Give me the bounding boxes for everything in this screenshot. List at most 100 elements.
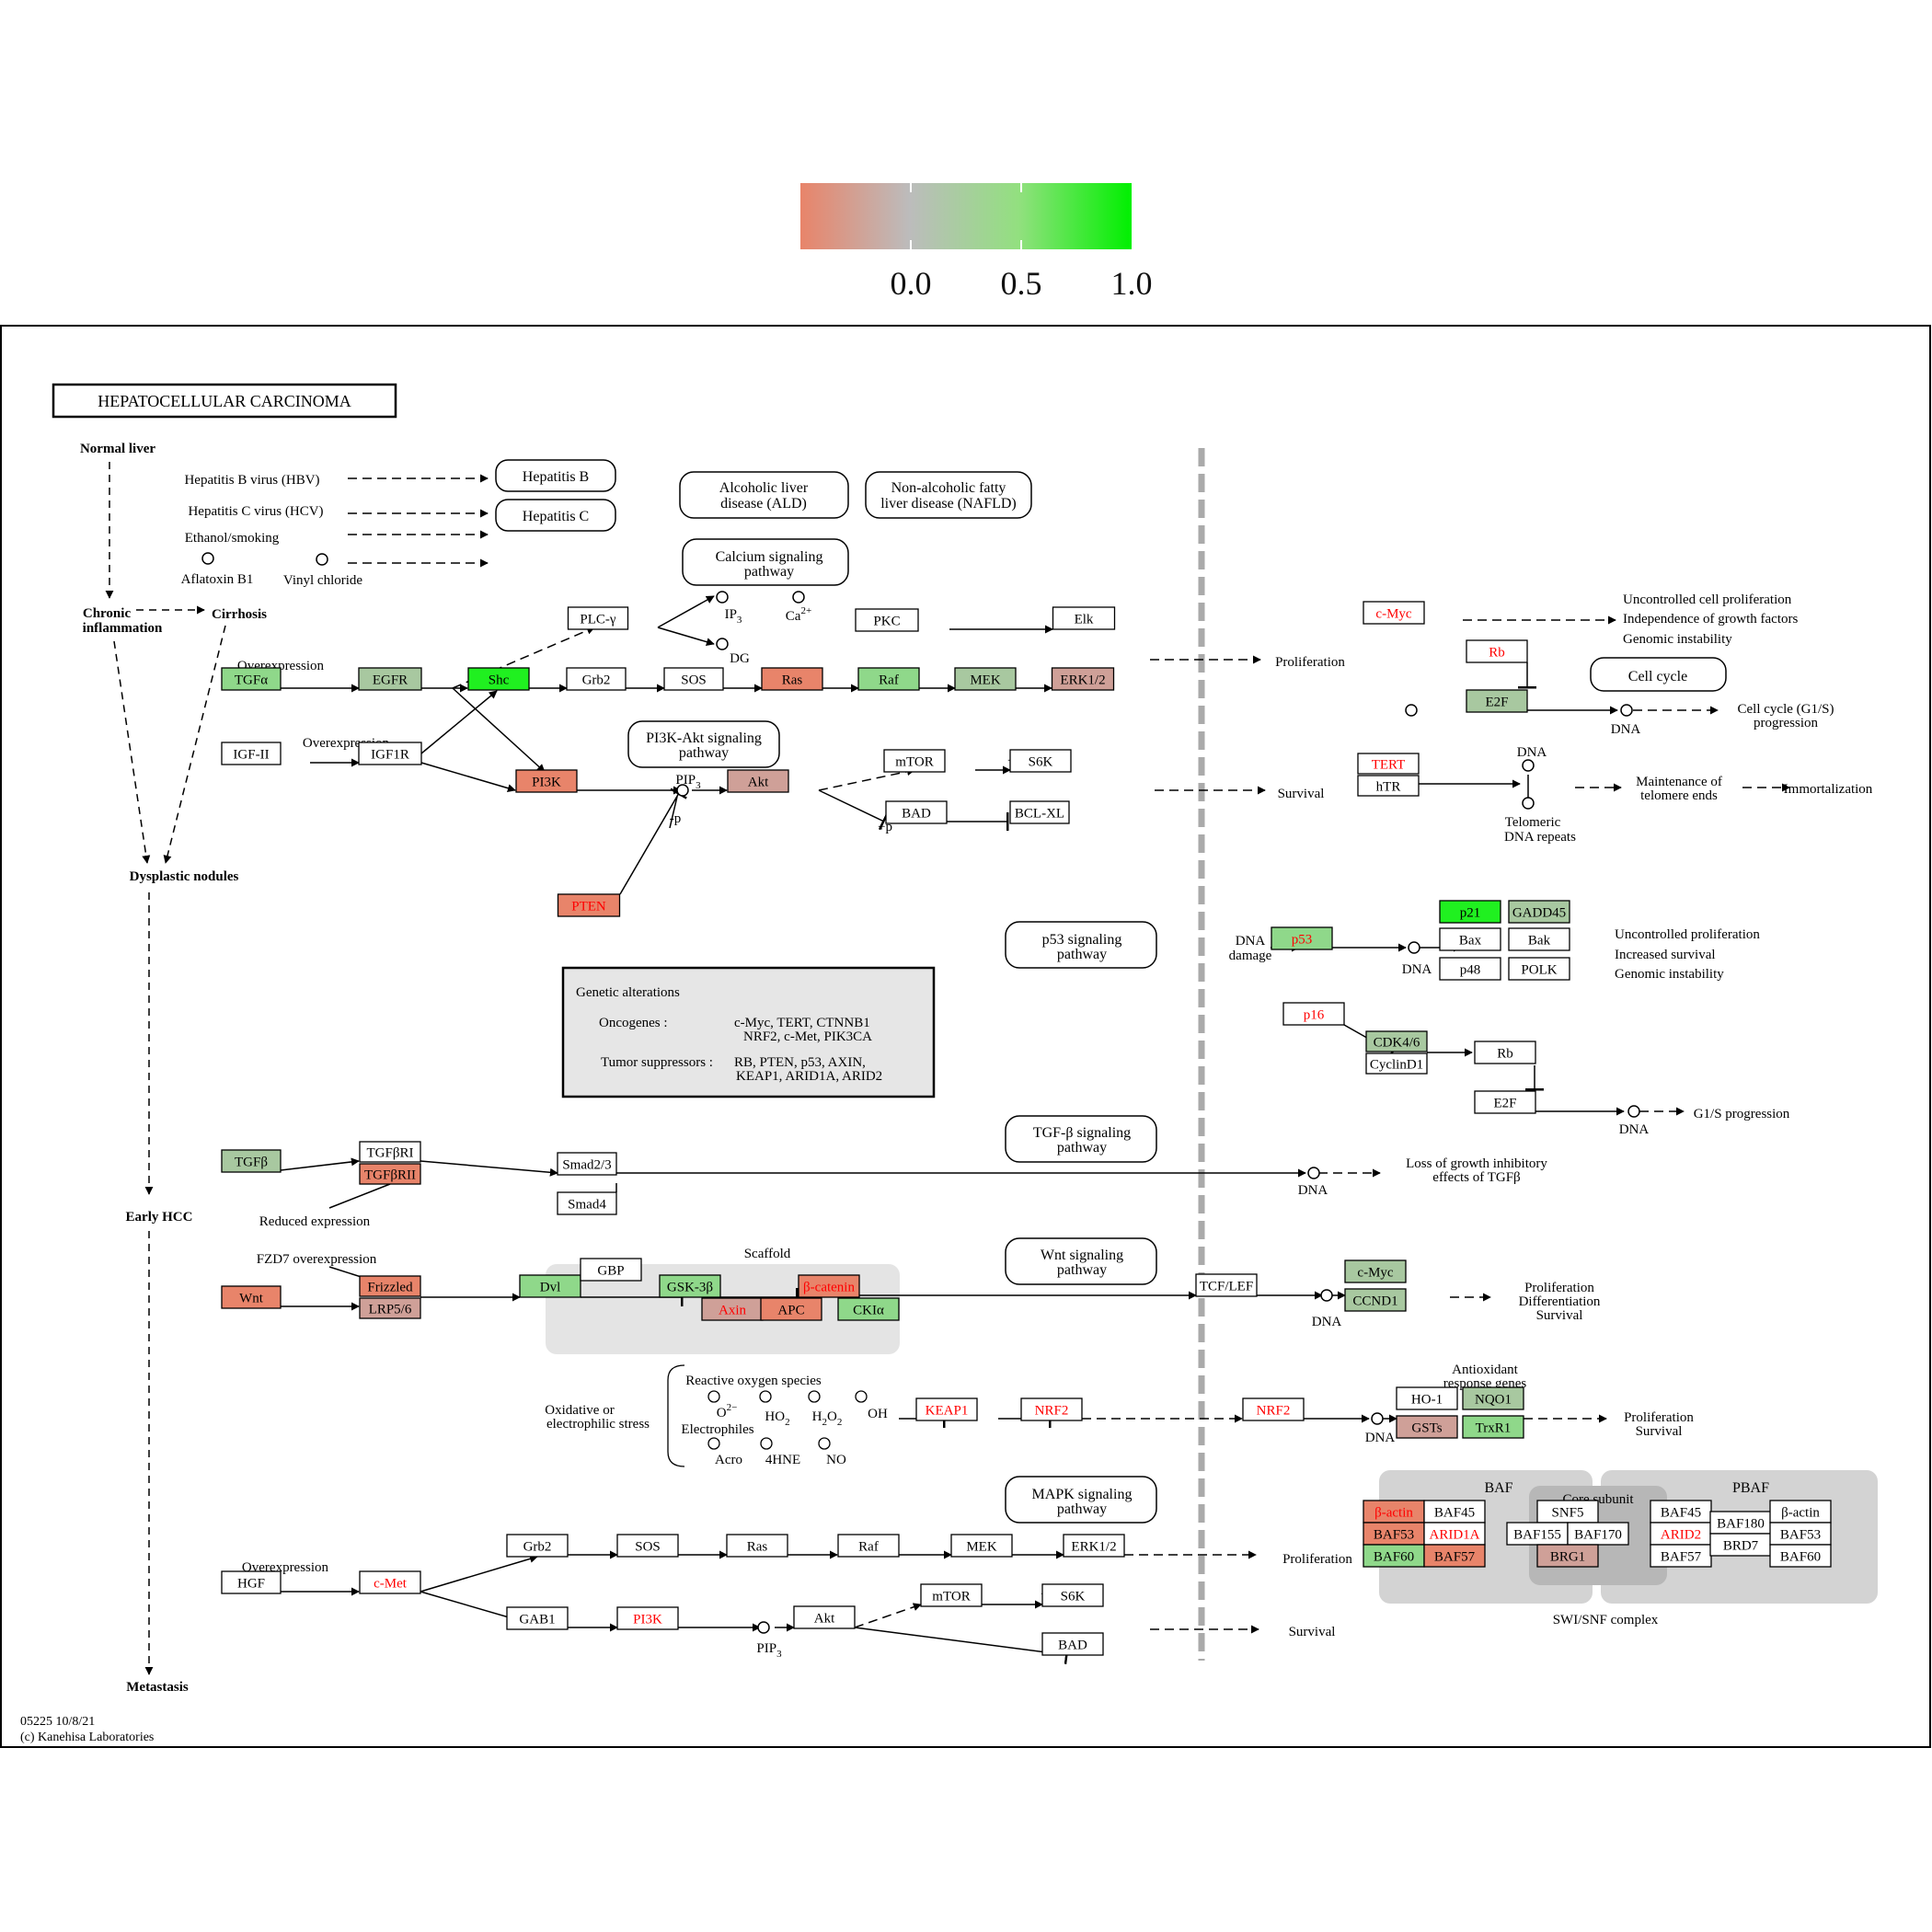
gene-pten[interactable]: PTEN xyxy=(557,893,621,917)
gene-ras[interactable]: Ras xyxy=(761,667,823,691)
gene-cmyc[interactable]: c-Myc xyxy=(1363,601,1425,625)
gene-rafb[interactable]: Raf xyxy=(837,1534,900,1558)
gene-baf57b[interactable]: BAF57 xyxy=(1650,1544,1712,1568)
gene-s6k[interactable]: S6K xyxy=(1009,749,1072,773)
gene-gadd45[interactable]: GADD45 xyxy=(1508,900,1570,924)
gene-pi3k[interactable]: PI3K xyxy=(515,769,578,793)
gene-bcat[interactable]: β-catenin xyxy=(798,1274,860,1298)
gene-nrf2b[interactable]: NRF2 xyxy=(1242,1397,1305,1421)
link-tgfb[interactable]: TGF-β signaling pathway xyxy=(1005,1115,1157,1163)
link-wnt[interactable]: Wnt signaling pathway xyxy=(1005,1237,1157,1285)
gene-baf170[interactable]: BAF170 xyxy=(1567,1522,1629,1546)
gene-cmet[interactable]: c-Met xyxy=(359,1570,421,1594)
gene-bak[interactable]: Bak xyxy=(1508,927,1570,951)
gene-baf155[interactable]: BAF155 xyxy=(1506,1522,1569,1546)
link-p53[interactable]: p53 signaling pathway xyxy=(1005,921,1157,969)
gene-sosb[interactable]: SOS xyxy=(616,1534,679,1558)
gene-grb2[interactable]: Grb2 xyxy=(566,667,627,691)
link-cell-cycle[interactable]: Cell cycle xyxy=(1590,657,1727,692)
gene-rb[interactable]: Rb xyxy=(1466,639,1528,663)
gene-akt[interactable]: Akt xyxy=(727,769,789,793)
gene-arid2[interactable]: ARID2 xyxy=(1650,1522,1712,1546)
gene-wnt[interactable]: Wnt xyxy=(221,1285,282,1309)
link-hepatitis-c[interactable]: Hepatitis C xyxy=(495,499,616,532)
gene-baf60[interactable]: BAF60 xyxy=(1363,1544,1425,1568)
link-pi3k-akt[interactable]: PI3K-Akt signaling pathway xyxy=(627,720,780,768)
gene-mek[interactable]: MEK xyxy=(954,667,1017,691)
gene-cmyc2[interactable]: c-Myc xyxy=(1344,1259,1407,1283)
gene-igf1r[interactable]: IGF1R xyxy=(358,742,422,765)
gene-baf45b[interactable]: BAF45 xyxy=(1650,1500,1712,1524)
gene-pi3kb[interactable]: PI3K xyxy=(616,1606,679,1630)
gene-cyclind1[interactable]: CyclinD1 xyxy=(1365,1052,1428,1075)
gene-polk[interactable]: POLK xyxy=(1508,957,1570,981)
gene-nqo1[interactable]: NQO1 xyxy=(1462,1386,1524,1410)
gene-e2f2[interactable]: E2F xyxy=(1474,1090,1536,1114)
gene-trxr1[interactable]: TrxR1 xyxy=(1462,1415,1524,1439)
gene-smad23[interactable]: Smad2/3 xyxy=(557,1152,617,1176)
gene-mtorb[interactable]: mTOR xyxy=(920,1583,983,1607)
gene-bactinb[interactable]: β-actin xyxy=(1769,1500,1832,1524)
gene-nrf2[interactable]: NRF2 xyxy=(1020,1397,1083,1421)
gene-brg1[interactable]: BRG1 xyxy=(1536,1544,1599,1568)
gene-snf5[interactable]: SNF5 xyxy=(1536,1500,1599,1524)
gene-hgf[interactable]: HGF xyxy=(221,1570,282,1594)
gene-tgfbr2[interactable]: TGFβRII xyxy=(359,1163,421,1185)
gene-tert[interactable]: TERT xyxy=(1357,753,1420,775)
gene-dvl[interactable]: Dvl xyxy=(519,1274,581,1298)
gene-elk[interactable]: Elk xyxy=(1052,606,1116,630)
gene-ckia[interactable]: CKIα xyxy=(837,1297,900,1321)
gene-sos[interactable]: SOS xyxy=(663,667,724,691)
gene-erkb[interactable]: ERK1/2 xyxy=(1063,1534,1125,1558)
link-hepatitis-b[interactable]: Hepatitis B xyxy=(495,459,616,492)
gene-tgfa[interactable]: TGFα xyxy=(221,667,282,691)
gene-cdk46[interactable]: CDK4/6 xyxy=(1365,1030,1428,1052)
gene-baf57[interactable]: BAF57 xyxy=(1423,1544,1486,1568)
link-mapk[interactable]: MAPK signaling pathway xyxy=(1005,1476,1157,1524)
gene-p53[interactable]: p53 xyxy=(1271,926,1333,950)
gene-tcf[interactable]: TCF/LEF xyxy=(1195,1273,1258,1297)
gene-axin[interactable]: Axin xyxy=(701,1297,764,1321)
gene-ho1[interactable]: HO-1 xyxy=(1396,1386,1458,1410)
gene-mtor[interactable]: mTOR xyxy=(883,749,946,773)
gene-keap1[interactable]: KEAP1 xyxy=(915,1397,978,1421)
gene-brd7[interactable]: BRD7 xyxy=(1709,1533,1772,1557)
gene-erk[interactable]: ERK1/2 xyxy=(1051,667,1115,691)
gene-rasb[interactable]: Ras xyxy=(726,1534,788,1558)
link-nafld[interactable]: Non-alcoholic fatty liver disease (NAFLD) xyxy=(865,471,1032,519)
gene-baf53b[interactable]: BAF53 xyxy=(1769,1522,1832,1546)
gene-apc[interactable]: APC xyxy=(760,1297,822,1321)
gene-baf45[interactable]: BAF45 xyxy=(1423,1500,1486,1524)
gene-e2f[interactable]: E2F xyxy=(1466,689,1528,713)
gene-raf[interactable]: Raf xyxy=(857,667,920,691)
gene-p48[interactable]: p48 xyxy=(1439,957,1501,981)
link-ald[interactable]: Alcoholic liver disease (ALD) xyxy=(679,471,849,519)
gene-baf180[interactable]: BAF180 xyxy=(1709,1511,1772,1535)
gene-grb2b[interactable]: Grb2 xyxy=(506,1534,569,1558)
gene-tgfbr1[interactable]: TGFβRI xyxy=(359,1141,421,1163)
gene-rb2[interactable]: Rb xyxy=(1474,1041,1536,1064)
gene-bclxl[interactable]: BCL-XL xyxy=(1009,800,1070,824)
gene-baf53[interactable]: BAF53 xyxy=(1363,1522,1425,1546)
gene-gbp[interactable]: GBP xyxy=(580,1258,642,1282)
gene-s6kb[interactable]: S6K xyxy=(1041,1583,1104,1607)
gene-ccnd1[interactable]: CCND1 xyxy=(1344,1288,1407,1312)
gene-gab1[interactable]: GAB1 xyxy=(506,1606,569,1630)
gene-bax[interactable]: Bax xyxy=(1439,927,1501,951)
gene-mekb[interactable]: MEK xyxy=(950,1534,1013,1558)
link-calcium[interactable]: Calcium signaling pathway xyxy=(682,538,849,586)
gene-arid1a[interactable]: ARID1A xyxy=(1423,1522,1486,1546)
gene-plcg[interactable]: PLC-γ xyxy=(567,606,629,630)
gene-egfr[interactable]: EGFR xyxy=(358,667,422,691)
gene-badb[interactable]: BAD xyxy=(1041,1632,1104,1656)
gene-p21[interactable]: p21 xyxy=(1439,900,1501,924)
gene-frizzled[interactable]: Frizzled xyxy=(359,1275,421,1297)
gene-baf60b[interactable]: BAF60 xyxy=(1769,1544,1832,1568)
gene-tgfb[interactable]: TGFβ xyxy=(221,1149,282,1173)
gene-gsk[interactable]: GSK-3β xyxy=(659,1274,721,1298)
gene-gsts[interactable]: GSTs xyxy=(1396,1415,1458,1439)
gene-htr[interactable]: hTR xyxy=(1357,775,1420,797)
gene-shc[interactable]: Shc xyxy=(467,667,530,691)
gene-p16[interactable]: p16 xyxy=(1282,1002,1345,1026)
gene-bactin[interactable]: β-actin xyxy=(1363,1500,1425,1524)
